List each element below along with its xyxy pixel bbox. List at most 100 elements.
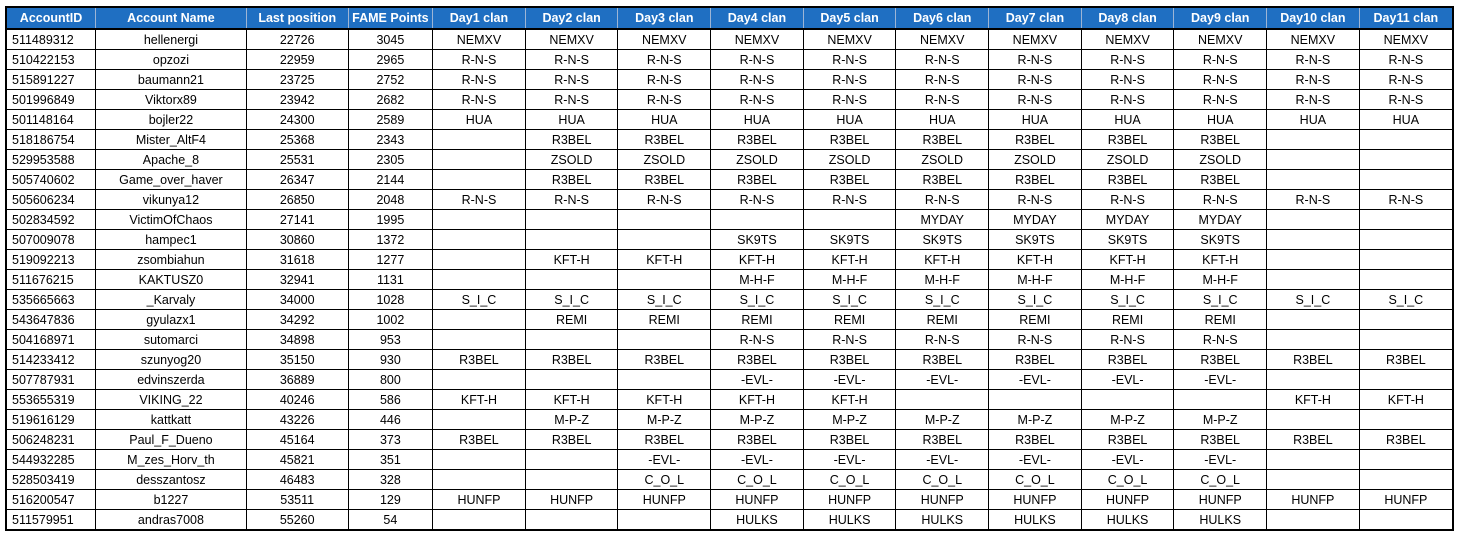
table-cell[interactable]: C_O_L xyxy=(895,469,990,490)
table-cell[interactable]: kattkatt xyxy=(95,409,247,430)
table-cell[interactable]: ZSOLD xyxy=(1173,149,1268,170)
table-cell[interactable]: M-H-F xyxy=(803,269,897,290)
column-header[interactable]: AccountID xyxy=(7,8,97,30)
table-cell[interactable] xyxy=(1359,169,1452,190)
table-cell[interactable]: 34898 xyxy=(246,329,349,350)
table-cell[interactable]: R3BEL xyxy=(1081,349,1175,370)
table-cell[interactable] xyxy=(1359,449,1452,470)
table-cell[interactable]: 505606234 xyxy=(7,189,97,210)
table-cell[interactable] xyxy=(1359,149,1452,170)
table-cell[interactable]: R3BEL xyxy=(895,429,990,450)
table-cell[interactable]: 518186754 xyxy=(7,129,97,150)
table-cell[interactable]: HULKS xyxy=(988,509,1082,529)
table-cell[interactable]: HUA xyxy=(1359,109,1452,130)
table-cell[interactable]: 23725 xyxy=(246,69,349,90)
table-cell[interactable]: HUA xyxy=(803,109,897,130)
table-cell[interactable] xyxy=(432,509,526,529)
column-header[interactable]: Account Name xyxy=(95,8,247,30)
table-cell[interactable]: 25531 xyxy=(246,149,349,170)
table-cell[interactable]: 543647836 xyxy=(7,309,97,330)
table-cell[interactable]: 34000 xyxy=(246,289,349,310)
table-cell[interactable]: 1372 xyxy=(348,229,434,250)
table-cell[interactable]: 27141 xyxy=(246,209,349,230)
table-cell[interactable]: S_I_C xyxy=(803,289,897,310)
table-cell[interactable]: 55260 xyxy=(246,509,349,529)
table-cell[interactable]: 2048 xyxy=(348,189,434,210)
table-cell[interactable]: M-P-Z xyxy=(617,409,712,430)
table-cell[interactable]: R-N-S xyxy=(1081,329,1175,350)
table-cell[interactable]: 373 xyxy=(348,429,434,450)
table-cell[interactable]: C_O_L xyxy=(1173,469,1268,490)
table-cell[interactable]: andras7008 xyxy=(95,509,247,529)
table-cell[interactable]: C_O_L xyxy=(1081,469,1175,490)
table-cell[interactable]: SK9TS xyxy=(803,229,897,250)
table-cell[interactable]: M-P-Z xyxy=(895,409,990,430)
column-header[interactable]: Day10 clan xyxy=(1266,8,1360,30)
table-cell[interactable]: HUNFP xyxy=(1173,489,1268,510)
table-cell[interactable]: -EVL- xyxy=(895,449,990,470)
column-header[interactable]: Day3 clan xyxy=(617,8,712,30)
table-cell[interactable]: M-P-Z xyxy=(988,409,1082,430)
table-cell[interactable]: Viktorx89 xyxy=(95,89,247,110)
table-cell[interactable]: KFT-H xyxy=(525,389,619,410)
table-cell[interactable]: M-P-Z xyxy=(710,409,804,430)
table-cell[interactable]: R3BEL xyxy=(432,429,526,450)
table-cell[interactable] xyxy=(1359,249,1452,270)
table-cell[interactable]: C_O_L xyxy=(710,469,804,490)
table-cell[interactable] xyxy=(525,369,619,390)
table-cell[interactable] xyxy=(525,209,619,230)
table-cell[interactable]: HUNFP xyxy=(988,489,1082,510)
table-cell[interactable]: KFT-H xyxy=(895,249,990,270)
table-cell[interactable]: 43226 xyxy=(246,409,349,430)
table-cell[interactable] xyxy=(617,509,712,529)
table-cell[interactable]: R-N-S xyxy=(710,69,804,90)
table-cell[interactable] xyxy=(1266,409,1360,430)
table-cell[interactable]: 1028 xyxy=(348,289,434,310)
table-cell[interactable]: -EVL- xyxy=(895,369,990,390)
table-cell[interactable]: R-N-S xyxy=(1081,69,1175,90)
table-cell[interactable]: 22959 xyxy=(246,49,349,70)
table-cell[interactable]: ZSOLD xyxy=(1081,149,1175,170)
table-cell[interactable]: S_I_C xyxy=(1173,289,1268,310)
table-cell[interactable] xyxy=(1266,449,1360,470)
table-cell[interactable]: R-N-S xyxy=(988,49,1082,70)
table-cell[interactable]: R-N-S xyxy=(432,189,526,210)
table-cell[interactable]: zsombiahun xyxy=(95,249,247,270)
column-header[interactable]: Day2 clan xyxy=(525,8,619,30)
table-cell[interactable]: NEMXV xyxy=(1081,29,1175,50)
table-cell[interactable]: R-N-S xyxy=(1266,189,1360,210)
table-cell[interactable] xyxy=(432,209,526,230)
table-cell[interactable]: 54 xyxy=(348,509,434,529)
table-cell[interactable]: R-N-S xyxy=(710,329,804,350)
table-cell[interactable]: R-N-S xyxy=(988,69,1082,90)
table-cell[interactable]: KFT-H xyxy=(617,389,712,410)
table-cell[interactable]: -EVL- xyxy=(803,449,897,470)
table-cell[interactable]: KFT-H xyxy=(988,249,1082,270)
table-cell[interactable] xyxy=(525,469,619,490)
table-cell[interactable]: HUA xyxy=(525,109,619,130)
table-cell[interactable]: -EVL- xyxy=(1173,449,1268,470)
table-cell[interactable]: R-N-S xyxy=(895,329,990,350)
table-cell[interactable]: S_I_C xyxy=(525,289,619,310)
table-cell[interactable]: bojler22 xyxy=(95,109,247,130)
table-cell[interactable]: REMI xyxy=(1173,309,1268,330)
table-cell[interactable]: 516200547 xyxy=(7,489,97,510)
table-cell[interactable]: 31618 xyxy=(246,249,349,270)
table-cell[interactable]: R-N-S xyxy=(1173,89,1268,110)
table-cell[interactable]: REMI xyxy=(988,309,1082,330)
table-cell[interactable]: R-N-S xyxy=(895,69,990,90)
table-cell[interactable]: R3BEL xyxy=(988,349,1082,370)
table-cell[interactable]: 504168971 xyxy=(7,329,97,350)
table-cell[interactable]: R3BEL xyxy=(710,169,804,190)
table-cell[interactable] xyxy=(432,369,526,390)
table-cell[interactable]: HULKS xyxy=(895,509,990,529)
table-cell[interactable]: R3BEL xyxy=(1359,349,1452,370)
table-cell[interactable]: HUA xyxy=(432,109,526,130)
table-cell[interactable]: KFT-H xyxy=(617,249,712,270)
table-cell[interactable]: Game_over_haver xyxy=(95,169,247,190)
table-cell[interactable]: -EVL- xyxy=(803,369,897,390)
table-cell[interactable]: R-N-S xyxy=(895,49,990,70)
table-cell[interactable]: -EVL- xyxy=(617,449,712,470)
table-cell[interactable]: 23942 xyxy=(246,89,349,110)
table-cell[interactable]: NEMXV xyxy=(710,29,804,50)
